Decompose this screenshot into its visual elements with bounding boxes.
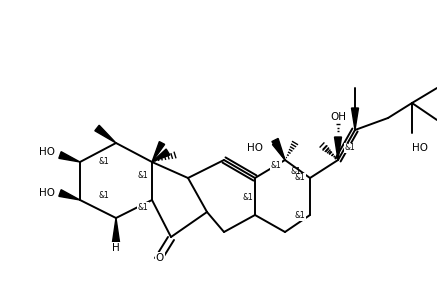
Text: OH: OH bbox=[330, 112, 346, 122]
Polygon shape bbox=[152, 142, 165, 162]
Polygon shape bbox=[152, 149, 170, 162]
Polygon shape bbox=[59, 152, 80, 162]
Text: &1: &1 bbox=[99, 191, 109, 201]
Polygon shape bbox=[59, 190, 80, 200]
Text: &1: &1 bbox=[138, 202, 149, 211]
Polygon shape bbox=[95, 125, 116, 143]
Text: HO: HO bbox=[412, 143, 428, 153]
Text: &1: &1 bbox=[243, 193, 253, 202]
Text: H: H bbox=[296, 210, 304, 220]
Text: &1: &1 bbox=[138, 170, 149, 179]
Text: &1: &1 bbox=[271, 161, 281, 170]
Text: HO: HO bbox=[39, 188, 55, 198]
Polygon shape bbox=[112, 218, 119, 242]
Text: &1: &1 bbox=[99, 158, 109, 167]
Polygon shape bbox=[272, 141, 285, 160]
Polygon shape bbox=[351, 108, 358, 130]
Text: &1: &1 bbox=[345, 144, 355, 152]
Text: &1: &1 bbox=[295, 210, 305, 219]
Polygon shape bbox=[334, 137, 341, 160]
Text: H: H bbox=[112, 243, 120, 253]
Text: &1: &1 bbox=[295, 173, 305, 182]
Text: HO: HO bbox=[39, 147, 55, 157]
Polygon shape bbox=[272, 138, 285, 160]
Text: O: O bbox=[156, 253, 164, 263]
Text: HO: HO bbox=[247, 143, 263, 153]
Text: &1: &1 bbox=[291, 167, 302, 176]
